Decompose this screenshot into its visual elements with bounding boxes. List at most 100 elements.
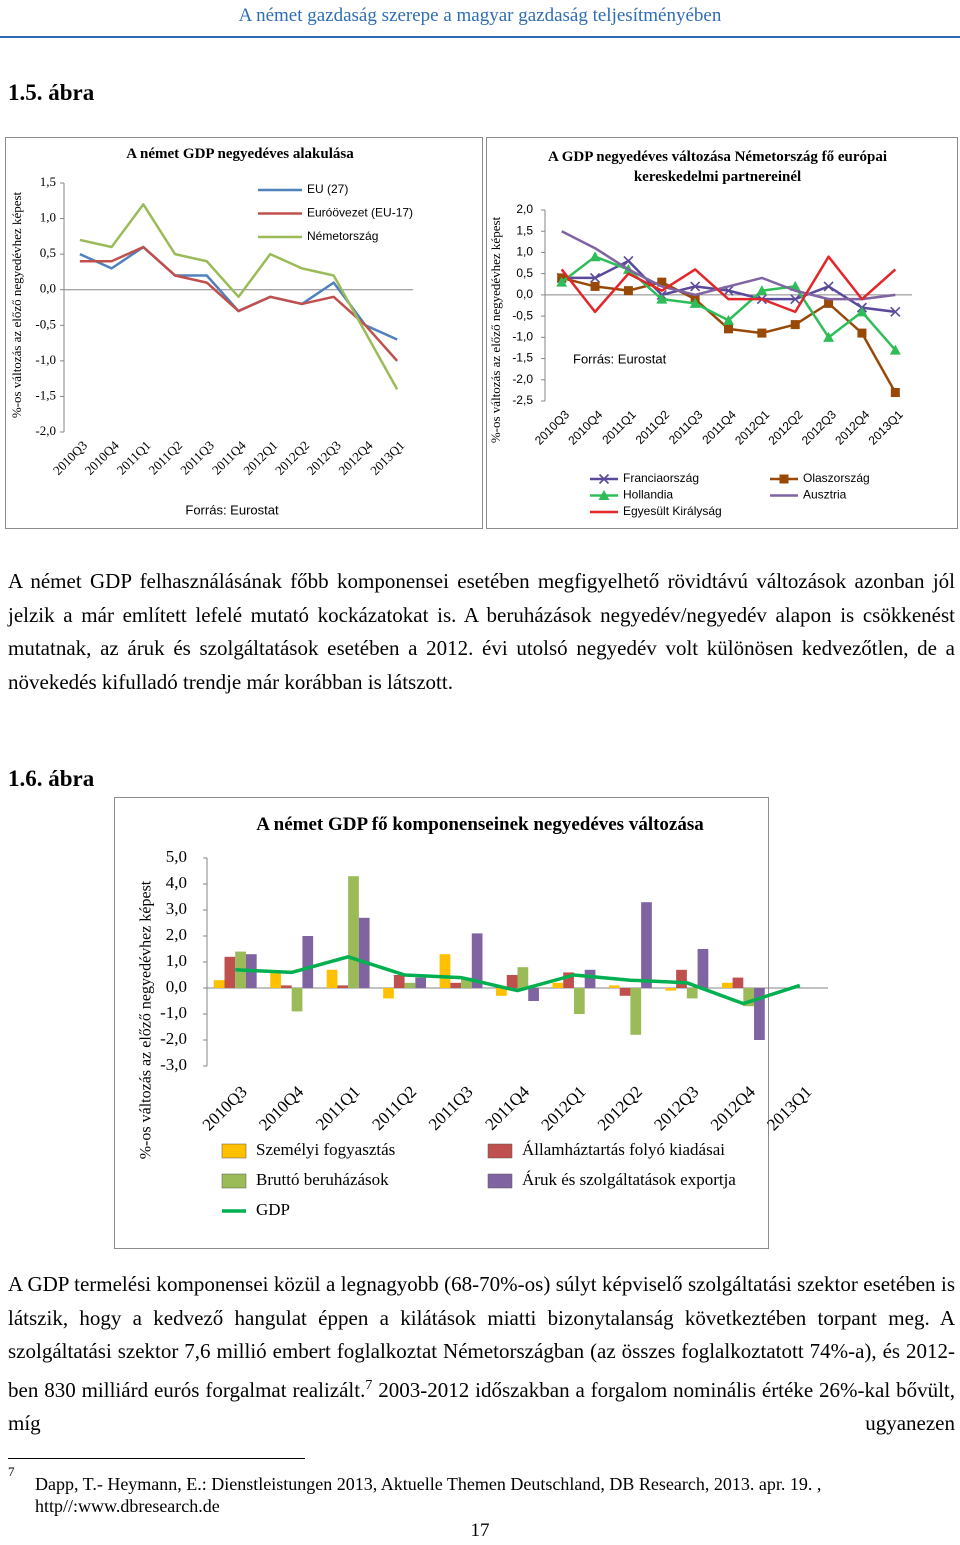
chart-title: A német GDP fő komponenseinek negyedéves… xyxy=(256,814,704,835)
bar xyxy=(517,967,529,988)
bar xyxy=(573,988,585,1014)
bar xyxy=(496,988,507,996)
line-series xyxy=(561,230,896,301)
y-tick-label: 0,5 xyxy=(516,266,533,280)
bar xyxy=(280,985,292,988)
figure-label: 1.5. ábra xyxy=(8,80,95,105)
marker xyxy=(598,473,610,485)
marker xyxy=(623,255,634,266)
x-tick-label: 2010Q4 xyxy=(82,437,123,478)
y-tick-label: 1,5 xyxy=(40,174,56,189)
legend-label: Euróövezet (EU-17) xyxy=(307,206,413,220)
y-tick-label: 3,0 xyxy=(166,899,187,918)
y-tick-label: 0,0 xyxy=(40,281,56,296)
chart-frame xyxy=(5,137,483,529)
y-axis-label: %-os változás az előző negyedévhez képes… xyxy=(9,191,24,418)
bar xyxy=(439,954,451,988)
bar xyxy=(415,977,427,988)
x-tick-label: 2010Q3 xyxy=(50,438,90,478)
x-tick-label: 2012Q1 xyxy=(537,1082,589,1134)
marker xyxy=(824,298,834,308)
bar xyxy=(721,982,733,988)
paragraph: A német GDP felhasználásának főbb kompon… xyxy=(8,569,955,694)
legend-swatch xyxy=(487,1173,513,1189)
footnote-text: Dapp, T.- Heymann, E.: Dienstleistungen … xyxy=(35,1474,822,1516)
bar xyxy=(383,988,394,999)
bar xyxy=(393,975,405,988)
line-series xyxy=(560,255,897,314)
x-tick-label: 2012Q3 xyxy=(304,438,344,478)
legend-label: Ausztria xyxy=(803,488,847,502)
y-tick-label: 2,0 xyxy=(166,925,187,944)
y-tick-label: 4,0 xyxy=(166,873,187,892)
y-tick-label: -1,5 xyxy=(512,351,533,365)
marker xyxy=(890,388,900,398)
y-tick-label: -2,0 xyxy=(35,423,56,438)
legend-label: Hollandia xyxy=(623,488,673,502)
marker xyxy=(823,331,835,342)
legend-label: Bruttó beruházások xyxy=(256,1170,389,1189)
x-tick-label: 2011Q2 xyxy=(145,438,185,478)
y-tick-label: -0,5 xyxy=(35,316,56,331)
bar xyxy=(270,972,281,988)
footnote-ref: 7 xyxy=(365,1377,373,1393)
y-tick-label: -1,0 xyxy=(35,352,56,367)
marker xyxy=(556,276,568,287)
footnote-rule xyxy=(8,1458,305,1459)
marker xyxy=(890,306,901,317)
y-tick-label: -1,5 xyxy=(35,387,56,402)
bar xyxy=(697,949,709,988)
source-note: Forrás: Eurostat xyxy=(573,351,667,366)
y-tick-label: -1,0 xyxy=(160,1003,187,1022)
x-tick-label: 2011Q2 xyxy=(633,407,673,447)
paragraph-text: 2003-2012 időszakban a forgalom nomináli… xyxy=(8,1377,955,1436)
bar xyxy=(665,988,677,991)
x-tick-label: 2012Q4 xyxy=(832,407,872,447)
header-rule xyxy=(0,36,960,38)
x-tick-label: 2013Q1 xyxy=(367,438,407,478)
marker xyxy=(590,281,600,291)
x-tick-label: 2011Q3 xyxy=(666,407,706,447)
marker xyxy=(589,272,601,283)
chart-frame xyxy=(114,797,769,1249)
y-tick-label: 1,5 xyxy=(516,223,533,237)
page-number: 17 xyxy=(470,1520,490,1541)
x-tick-label: 2012Q3 xyxy=(650,1082,702,1134)
y-tick-label: -0,5 xyxy=(512,308,533,322)
legend-label: Egyesült Királyság xyxy=(623,504,722,518)
legend-swatch xyxy=(487,1143,513,1159)
x-tick-label: 2011Q4 xyxy=(209,437,249,477)
bar xyxy=(348,876,359,988)
bar xyxy=(506,975,518,988)
line-series xyxy=(79,245,399,362)
x-tick-label: 2010Q3 xyxy=(199,1082,251,1134)
x-tick-label: 2011Q3 xyxy=(177,438,217,478)
marker xyxy=(779,474,789,484)
bar xyxy=(732,977,744,988)
y-tick-label: -2,0 xyxy=(512,372,533,386)
bar xyxy=(471,933,483,988)
bar xyxy=(528,988,539,1001)
x-tick-label: 2012Q2 xyxy=(272,438,312,478)
bar xyxy=(224,956,236,988)
bar xyxy=(450,982,462,988)
legend-swatch xyxy=(221,1173,247,1189)
y-axis-label: %-os változás az előző negyedévhez képes… xyxy=(488,216,503,443)
bar xyxy=(686,988,698,999)
footnote-number: 7 xyxy=(8,1464,15,1479)
figure-label: 1.6. ábra xyxy=(8,766,95,791)
page-header: A német gazdaság szerepe a magyar gazdas… xyxy=(238,5,722,26)
bar xyxy=(358,917,370,988)
x-tick-label: 2010Q4 xyxy=(255,1082,308,1135)
marker xyxy=(823,281,834,292)
x-tick-label: 2012Q4 xyxy=(335,437,376,478)
line-series xyxy=(235,955,801,1006)
y-tick-label: 0,5 xyxy=(40,245,56,260)
bar xyxy=(302,936,314,988)
marker xyxy=(790,320,800,330)
x-tick-label: 2011Q1 xyxy=(114,438,154,478)
bar xyxy=(213,980,225,988)
y-tick-label: 5,0 xyxy=(166,847,187,866)
chart-frame xyxy=(486,137,958,529)
bar xyxy=(291,988,303,1012)
